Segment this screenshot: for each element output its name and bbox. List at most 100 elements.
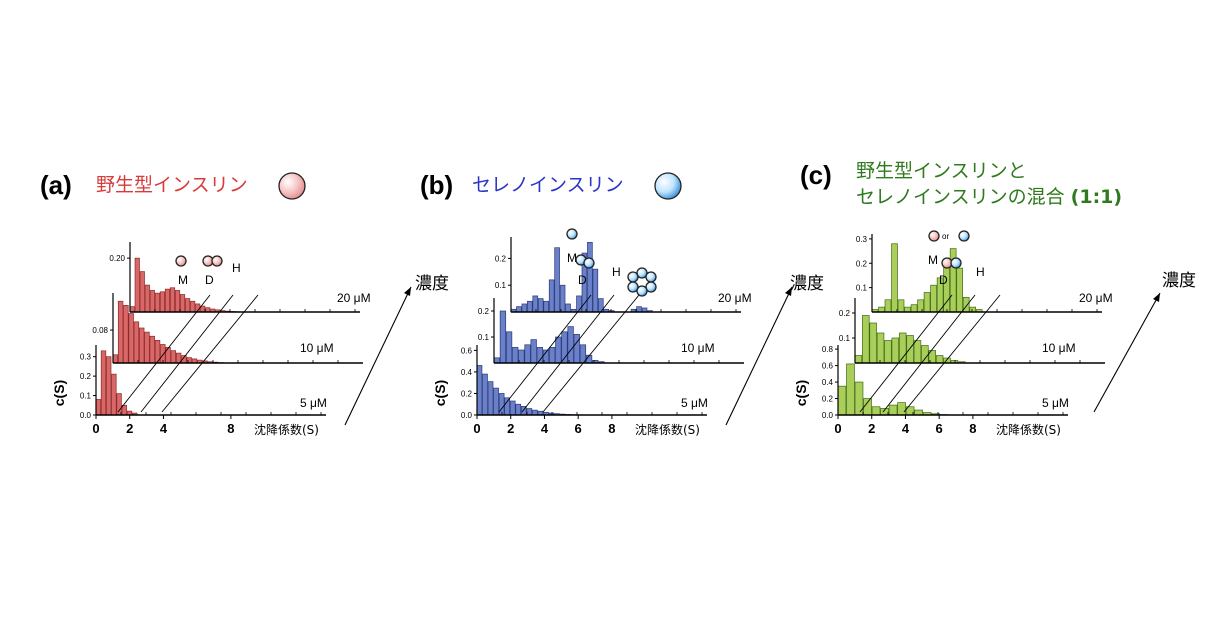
panel-a-x-tick-label: 8 <box>227 421 234 436</box>
panel-c-y-tick-label: 0.2 <box>839 309 851 318</box>
panel-a-monomer-icon <box>175 255 187 267</box>
panel-a-y-tick-label: 0.3 <box>80 353 92 362</box>
panel-b-title: セレノインスリン <box>472 172 624 198</box>
panel-c-title-line-2: セレノインスリンの混合 (1:1) <box>856 184 1122 210</box>
panel-b-x-tick-label: 4 <box>541 421 549 436</box>
panel-c-y-tick-label: 0.1 <box>856 284 868 293</box>
panel-a-y-tick-label: 0.1 <box>80 392 92 401</box>
panel-c-conc-label: 10 μM <box>1042 341 1076 355</box>
panel-c-concentration-label: 濃度 <box>1162 271 1196 291</box>
panel-b-bar <box>504 397 510 416</box>
panel-c-bar <box>897 402 906 416</box>
panel-b-y-tick-label: 0.2 <box>495 254 507 263</box>
panel-a-y-tick-label: 0.2 <box>80 372 92 381</box>
panel-c-y-tick-label: 0.2 <box>856 259 868 268</box>
panel-b-hexamer-icon-4 <box>627 281 639 293</box>
panel-b-conc-label: 20 μM <box>718 291 752 305</box>
panel-a-y-tick-label: 0.08 <box>92 326 108 335</box>
panel-a-guide-line <box>161 294 259 413</box>
panel-b-y-tick-label: 0.2 <box>461 389 473 398</box>
panel-b-hexamer-icon-3 <box>636 285 648 297</box>
panel-a-title: 野生型インスリン <box>96 172 248 198</box>
panel-c-y-tick-label: 0.6 <box>822 362 834 371</box>
panel-b-bar <box>493 387 499 416</box>
panel-a-letter: (a) <box>40 170 72 200</box>
panel-c-y-tick-label: 0.2 <box>822 395 834 404</box>
panel-c-x-tick-label: 8 <box>969 421 976 436</box>
panel-c-title-ratio: (1:1) <box>1070 186 1123 208</box>
panel-c-depth-arrowhead <box>1153 293 1160 302</box>
panel-c-label-dimer: D <box>939 273 948 287</box>
panel-b-bar <box>482 373 488 416</box>
panel-b-bar <box>526 408 533 416</box>
panel-c-title-line-2-text: セレノインスリンの混合 <box>856 186 1071 208</box>
panel-a-bar <box>116 393 122 416</box>
panel-b-conc-label: 5 μM <box>681 396 708 410</box>
panel-b-hexamer-icon-1 <box>645 271 657 283</box>
panel-a-conc-label: 10 μM <box>300 341 334 355</box>
panel-c-guide-line <box>859 294 953 413</box>
panel-a-depth-arrow <box>344 286 412 426</box>
panel-a-label-hexamer: H <box>232 261 241 275</box>
panel-c-title-line-1: 野生型インスリンと <box>856 160 1027 182</box>
panel-c-y-tick-label: 0.8 <box>822 345 834 354</box>
panel-b-monomer-icon <box>566 228 578 240</box>
panel-a-guide-line <box>140 294 234 413</box>
panel-b-concentration-label: 濃度 <box>790 274 824 294</box>
panel-b-sphere-icon <box>654 172 682 200</box>
panel-c-x-tick-label: 0 <box>834 421 841 436</box>
panel-a-x-tick-label: 0 <box>92 421 99 436</box>
panel-b-hexamer-icon-0 <box>636 267 648 279</box>
panel-c-guide-line <box>882 294 976 413</box>
panel-c-y-tick-label: 0.0 <box>822 411 834 420</box>
panel-c-depth-arrow <box>1093 292 1161 413</box>
panel-b-bar <box>509 400 516 416</box>
panel-a-bar <box>111 373 117 416</box>
panel-c-conc-label: 5 μM <box>1042 396 1069 410</box>
panel-c-x-tick-label: 4 <box>902 421 910 436</box>
panel-a-sphere-icon <box>278 172 306 200</box>
panel-a-bar <box>100 350 107 416</box>
panel-c-y-tick-label: 0.1 <box>839 334 851 343</box>
panel-a-label-dimer: D <box>205 273 214 287</box>
panel-a-x-tick-label: 4 <box>160 421 168 436</box>
panel-c-monomer-icon-se <box>958 230 970 242</box>
panel-b-x-tick-label: 0 <box>473 421 480 436</box>
panel-b-guide-line <box>521 294 615 413</box>
panel-c-x-tick-label: 2 <box>868 421 875 436</box>
panel-b-y-tick-label: 0.0 <box>461 411 473 420</box>
panel-c-guide-line <box>903 294 1001 413</box>
panel-b-depth-arrow <box>725 286 793 426</box>
panel-b-dimer-icon-2 <box>583 257 595 269</box>
panel-a-trace-backing <box>94 341 324 415</box>
panel-c-x-tick-label: 6 <box>936 421 943 436</box>
panel-c-y-tick-label: 0.4 <box>822 378 834 387</box>
panel-b-bar <box>487 381 494 416</box>
panel-c-conc-label: 20 μM <box>1079 291 1113 305</box>
panel-b-y-tick-label: 0.6 <box>461 346 473 355</box>
panel-b-title-line: セレノインスリン <box>472 174 624 196</box>
panel-b-letter: (b) <box>420 170 454 200</box>
panel-c-title: 野生型インスリンと セレノインスリンの混合 (1:1) <box>856 158 1122 210</box>
panel-b-y-tick-label: 0.1 <box>478 333 490 342</box>
panel-a-depth-arrowhead <box>404 287 411 296</box>
panel-a-conc-label: 20 μM <box>337 291 371 305</box>
panel-c-bar <box>871 406 881 416</box>
panel-b-depth-arrowhead <box>785 287 792 296</box>
panel-c-bar <box>888 404 898 416</box>
panel-b-x-tick-label: 6 <box>575 421 582 436</box>
panel-c-y-tick-label: 0.3 <box>856 235 868 244</box>
panel-b-label-monomer: M <box>567 251 577 265</box>
panel-a-dimer-icon-2 <box>211 255 223 267</box>
panel-b-hexamer-icon-2 <box>645 281 657 293</box>
panel-c-bar <box>837 385 847 416</box>
panel-a-y-tick-label: 0.0 <box>80 411 92 420</box>
panel-b-x-tick-label: 2 <box>507 421 514 436</box>
panel-a-y-tick-label: 0.20 <box>109 254 125 263</box>
panel-c-x-axis-label: 沈降係数(S) <box>996 422 1061 437</box>
panel-b-y-tick-label: 0.2 <box>478 307 490 316</box>
panel-c-or-label: or <box>942 232 949 241</box>
panel-b-y-tick-label: 0.4 <box>461 368 473 377</box>
panel-a-concentration-label: 濃度 <box>415 274 449 294</box>
panel-b-label-hexamer: H <box>612 265 621 279</box>
